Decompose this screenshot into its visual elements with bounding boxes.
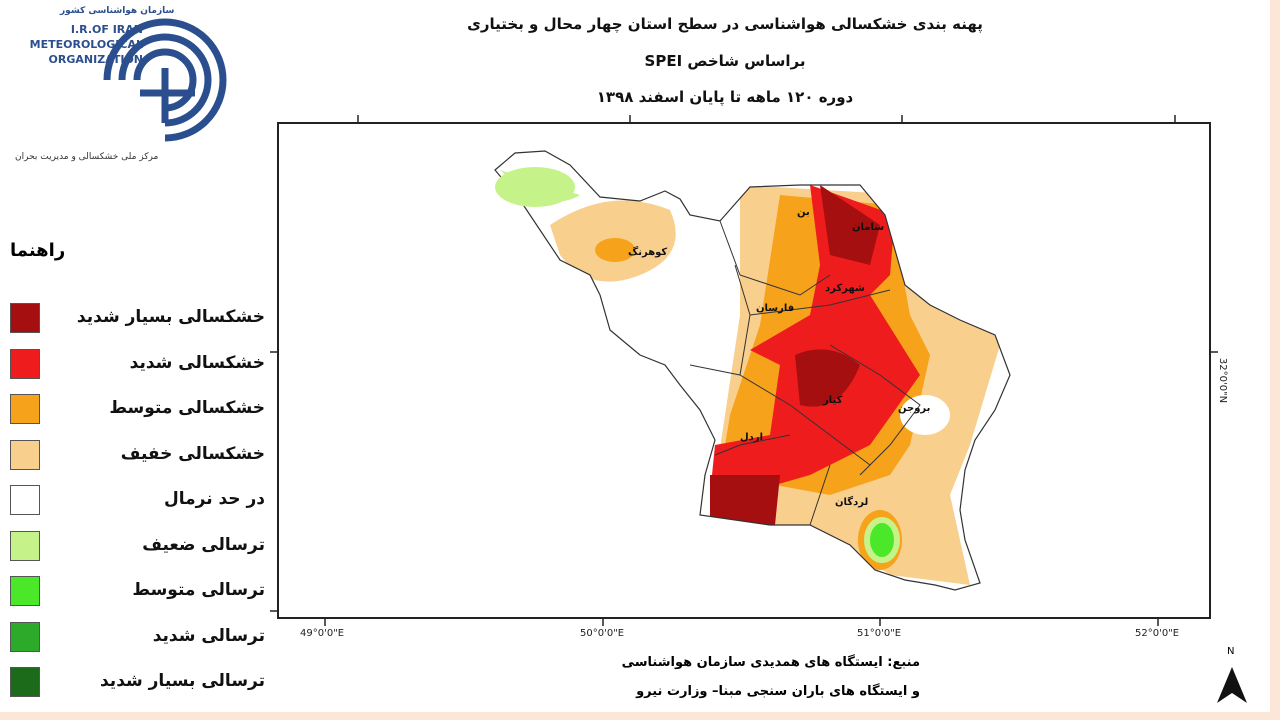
logo-line: ORGANIZATION <box>48 53 143 66</box>
legend-item: در حد نرمال <box>10 485 265 519</box>
legend-swatch <box>10 303 40 333</box>
legend-title: راهنما <box>10 240 66 261</box>
legend-swatch <box>10 530 40 561</box>
place-label: بن <box>797 207 810 218</box>
x-axis-label: 52°0'0"E <box>1135 628 1180 639</box>
logo-org-fa: سازمان هواشناسی کشور <box>60 6 175 16</box>
legend-swatch <box>10 576 40 606</box>
place-label: کوهرنگ <box>628 247 668 258</box>
legend: خشکسالی بسیار شدید خشکسالی شدید خشکسالی مت… <box>0 303 275 713</box>
legend-label: ترسالی متوسط <box>132 580 265 600</box>
graticule-ticks <box>270 115 1218 626</box>
right-band <box>1270 0 1280 720</box>
legend-label: خشکسالی بسیار شدید <box>76 307 265 327</box>
title: پهنه بندی خشکسالی هواشناسی در سطح استان … <box>467 15 983 33</box>
legend-swatch <box>10 394 40 424</box>
wet-zone <box>495 167 575 207</box>
legend-item: خشکسالی بسیار شدید <box>10 303 265 337</box>
logo-org-en: I.R.OF IRAN METEOROLOGICAL ORGANIZATION <box>18 22 143 67</box>
drought-zones <box>495 151 1010 590</box>
legend-item: ترسالی شدید <box>10 621 265 656</box>
source-line: و ایستگاه های باران سنجی مبنا– وزارت نیر… <box>636 684 920 699</box>
county-borders <box>689 220 921 526</box>
legend-swatch <box>10 667 40 697</box>
place-label: لردگان <box>835 497 869 508</box>
bottom-band <box>0 712 1280 720</box>
legend-item: خشکسالی متوسط <box>10 394 265 428</box>
province-border <box>494 150 1011 591</box>
legend-label: ترسالی ضعیف <box>142 534 265 555</box>
legend-label: در حد نرمال <box>163 489 265 509</box>
logo-line: I.R.OF IRAN <box>70 23 143 36</box>
place-label: کیار <box>823 395 843 406</box>
legend-item: خشکسالی شدید <box>10 348 265 383</box>
north-arrow <box>1217 667 1247 703</box>
legend-label: ترسالی بسیار شدید <box>99 671 265 691</box>
north-label: N <box>1227 646 1235 657</box>
legend-swatch <box>10 439 40 470</box>
logo-mark <box>103 18 227 142</box>
legend-swatch <box>10 485 40 515</box>
x-axis-label: 51°0'0"E <box>857 628 902 639</box>
period: دوره ۱۲۰ ماهه تا پایان اسفند ۱۳۹۸ <box>596 88 854 106</box>
legend-label: خشکسالی خفیف <box>120 443 265 464</box>
place-label: سامان <box>852 222 885 233</box>
legend-label: خشکسالی شدید <box>129 352 265 373</box>
place-label: اردل <box>740 432 763 443</box>
x-axis-label: 50°0'0"E <box>580 628 625 639</box>
place-label: شهرکرد <box>825 283 865 294</box>
logo-line: METEOROLOGICAL <box>29 38 143 51</box>
logo-center: مرکز ملی خشکسالی و مدیریت بحران <box>15 152 159 162</box>
legend-label: ترسالی شدید <box>152 625 265 646</box>
place-label: فارسان <box>756 303 795 314</box>
legend-swatch <box>10 621 40 652</box>
legend-item: ترسالی متوسط <box>10 576 265 610</box>
source-line: منبع: ایستگاه های همدیدی سازمان هواشناسی <box>621 655 920 670</box>
legend-label: خشکسالی متوسط <box>109 398 265 418</box>
legend-item: ترسالی ضعیف <box>10 530 265 565</box>
legend-item: ترسالی بسیار شدید <box>10 667 265 701</box>
map <box>270 115 1218 626</box>
y-axis-label: 32°0'0"N <box>1217 357 1229 404</box>
place-label: بروجن <box>898 403 931 414</box>
legend-swatch <box>10 348 40 379</box>
legend-item: خشکسالی خفیف <box>10 439 265 474</box>
x-axis-label: 49°0'0"E <box>300 628 345 639</box>
subtitle: براساس شاخص SPEI <box>644 52 806 70</box>
